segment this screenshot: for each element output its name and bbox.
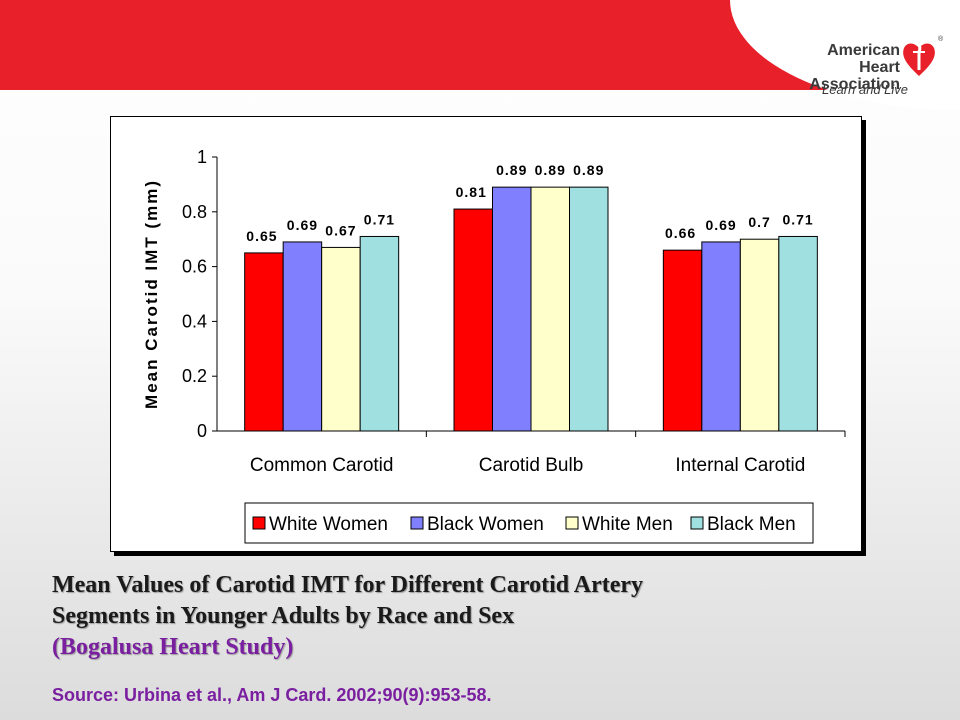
data-label: 0.7 bbox=[748, 214, 770, 230]
legend-swatch bbox=[252, 516, 266, 530]
bar bbox=[359, 235, 400, 432]
bar bbox=[321, 246, 361, 432]
data-label: 0.81 bbox=[456, 184, 487, 200]
legend-label: White Men bbox=[582, 514, 673, 535]
data-label: 0.71 bbox=[364, 211, 395, 227]
y-tick-label: 1 bbox=[197, 147, 207, 167]
y-axis-label: Mean Carotid IMT (mm) bbox=[142, 179, 161, 409]
data-label: 0.65 bbox=[246, 228, 277, 244]
legend: White Women Black Women White Men Black Men bbox=[244, 502, 814, 544]
data-label: 0.89 bbox=[573, 162, 604, 178]
bar bbox=[530, 186, 570, 432]
legend-label: Black Men bbox=[707, 514, 796, 535]
caption-line-1: Mean Values of Carotid IMT for Different… bbox=[52, 572, 644, 598]
legend-swatch bbox=[410, 516, 424, 530]
x-tick-label: Common Carotid bbox=[250, 455, 394, 476]
data-label: 0.69 bbox=[705, 217, 736, 233]
legend-box bbox=[244, 502, 814, 544]
caption-line-2: Segments in Younger Adults by Race and S… bbox=[52, 603, 515, 629]
logo-line-1: American Heart bbox=[827, 42, 900, 76]
bar bbox=[662, 249, 703, 432]
data-label: 0.69 bbox=[287, 217, 318, 233]
logo-line-2: Association bbox=[809, 76, 900, 93]
data-label: 0.66 bbox=[665, 225, 696, 241]
y-tick-label: 0.6 bbox=[182, 257, 207, 277]
data-label: 0.67 bbox=[325, 222, 356, 238]
bar bbox=[778, 235, 818, 432]
source-citation: Source: Urbina et al., Am J Card. 2002;9… bbox=[52, 685, 492, 705]
study-name: (Bogalusa Heart Study) bbox=[52, 634, 294, 660]
legend-swatch bbox=[565, 516, 579, 530]
bar bbox=[492, 186, 532, 432]
y-tick-label: 0.4 bbox=[182, 311, 207, 331]
data-label: 0.89 bbox=[535, 162, 566, 178]
bar bbox=[282, 241, 323, 432]
bar bbox=[739, 238, 780, 432]
x-tick-label: Carotid Bulb bbox=[479, 455, 584, 476]
data-label: 0.89 bbox=[496, 162, 527, 178]
slide-caption: Mean Values of Carotid IMT for Different… bbox=[52, 570, 932, 663]
aha-logo-text: American Heart Association bbox=[792, 42, 900, 93]
bar bbox=[453, 208, 493, 432]
logo-tagline: Learn and Live bbox=[822, 82, 909, 97]
data-label: 0.71 bbox=[782, 211, 813, 227]
y-tick-label: 0.8 bbox=[182, 202, 207, 222]
y-tick-label: 0.2 bbox=[182, 366, 207, 386]
registered-mark: ® bbox=[938, 36, 944, 43]
bar bbox=[569, 186, 609, 432]
x-tick-label: Internal Carotid bbox=[675, 455, 805, 476]
bar bbox=[244, 252, 284, 432]
legend-label: Black Women bbox=[427, 514, 544, 535]
y-tick-label: 0 bbox=[197, 421, 207, 441]
bar bbox=[701, 241, 741, 432]
heart-torch-icon bbox=[903, 37, 935, 76]
chart-frame: 0 0.2 0.4 0.6 0.8 1 Mean Carotid IMT (mm) 0.65 0… bbox=[110, 116, 862, 552]
legend-swatch bbox=[690, 516, 704, 530]
legend-label: White Women bbox=[269, 514, 388, 535]
